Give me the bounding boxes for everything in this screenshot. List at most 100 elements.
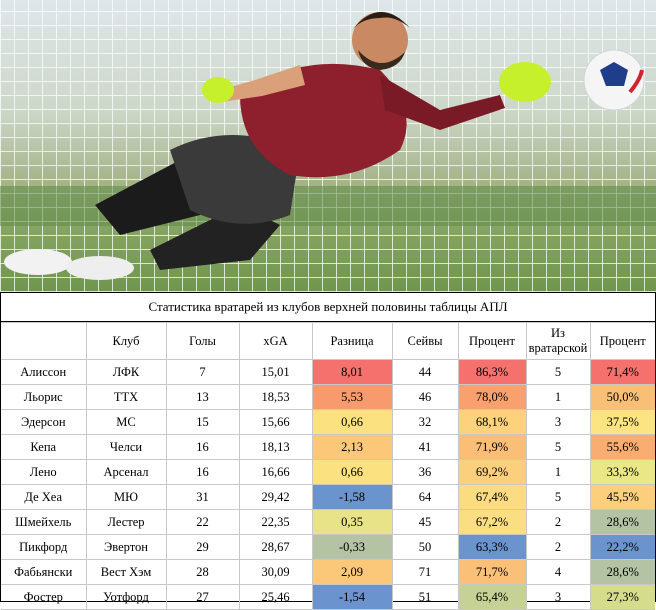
- difference-cell: -1,54: [311, 584, 393, 610]
- club-cell: Челси: [85, 434, 167, 460]
- from-box-cell: 1: [525, 384, 591, 410]
- table-row: Кепа Челси 16 18,13 2,13 41 71,9% 5 55,6%: [1, 434, 655, 460]
- player-cell: Льорис: [1, 384, 87, 410]
- table-row: Алиссон ЛФК 7 15,01 8,01 44 86,3% 5 71,4%: [1, 359, 655, 385]
- ball-pattern: [600, 62, 628, 86]
- club-cell: МЮ: [85, 484, 167, 510]
- table-row: Шмейхель Лестер 22 22,35 0,35 45 67,2% 2 28,6%: [1, 509, 655, 535]
- xga-cell: 15,66: [238, 409, 313, 435]
- boot-left: [4, 249, 72, 275]
- glove-left: [202, 77, 234, 103]
- table-row: Фабьянски Вест Хэм 28 30,09 2,09 71 71,7% 4 28,6…: [1, 559, 655, 585]
- club-cell: Вест Хэм: [85, 559, 167, 585]
- header-goals: Голы: [165, 322, 240, 360]
- header-row: Клуб Голы xGA Разница Сейвы Процент Из в…: [1, 322, 655, 360]
- table-row: Льорис ТТХ 13 18,53 5,53 46 78,0% 1 50,0%: [1, 384, 655, 410]
- header-player: [1, 322, 87, 360]
- xga-cell: 15,01: [238, 359, 313, 385]
- goals-cell: 28: [165, 559, 240, 585]
- goals-cell: 22: [165, 509, 240, 535]
- table-body: Алиссон ЛФК 7 15,01 8,01 44 86,3% 5 71,4% Льорис Т…: [1, 359, 655, 610]
- from-box-cell: 2: [525, 509, 591, 535]
- player-cell: Фабьянски: [1, 559, 87, 585]
- beard: [358, 50, 405, 70]
- table-row: Де Хеа МЮ 31 29,42 -1,58 64 67,4% 5 45,5%: [1, 484, 655, 510]
- goals-cell: 15: [165, 409, 240, 435]
- saves-cell: 71: [391, 559, 459, 585]
- save-percent-cell: 69,2%: [457, 459, 527, 485]
- player-cell: Фостер: [1, 584, 87, 610]
- saves-cell: 46: [391, 384, 459, 410]
- difference-cell: 0,66: [311, 409, 393, 435]
- box-percent-cell: 28,6%: [589, 559, 655, 585]
- save-percent-cell: 63,3%: [457, 534, 527, 560]
- club-cell: Уотфорд: [85, 584, 167, 610]
- club-cell: ЛФК: [85, 359, 167, 385]
- saves-cell: 51: [391, 584, 459, 610]
- xga-cell: 28,67: [238, 534, 313, 560]
- player-cell: Алиссон: [1, 359, 87, 385]
- header-club: Клуб: [85, 322, 167, 360]
- box-percent-cell: 33,3%: [589, 459, 655, 485]
- from-box-cell: 2: [525, 534, 591, 560]
- save-percent-cell: 67,2%: [457, 509, 527, 535]
- saves-cell: 64: [391, 484, 459, 510]
- header-save-percent: Процент: [457, 322, 527, 360]
- table-row: Лено Арсенал 16 16,66 0,66 36 69,2% 1 33,3%: [1, 459, 655, 485]
- stats-table-container: Статистика вратарей из клубов верхней по…: [0, 292, 656, 610]
- player-cell: Лено: [1, 459, 87, 485]
- club-cell: Арсенал: [85, 459, 167, 485]
- save-percent-cell: 86,3%: [457, 359, 527, 385]
- save-percent-cell: 78,0%: [457, 384, 527, 410]
- club-cell: Лестер: [85, 509, 167, 535]
- header-from-box: Из вратарской: [525, 322, 591, 360]
- xga-cell: 18,13: [238, 434, 313, 460]
- player-cell: Де Хеа: [1, 484, 87, 510]
- from-box-cell: 5: [525, 434, 591, 460]
- difference-cell: 2,13: [311, 434, 393, 460]
- saves-cell: 36: [391, 459, 459, 485]
- goalkeeper-figure: [0, 11, 656, 280]
- goals-cell: 27: [165, 584, 240, 610]
- from-box-cell: 4: [525, 559, 591, 585]
- xga-cell: 18,53: [238, 384, 313, 410]
- table-row: Пикфорд Эвертон 29 28,67 -0,33 50 63,3% 2 22,2%: [1, 534, 655, 560]
- from-box-cell: 3: [525, 584, 591, 610]
- ball-stripe: [628, 69, 644, 94]
- shirt: [240, 63, 407, 178]
- goals-cell: 13: [165, 384, 240, 410]
- boot-right: [66, 256, 134, 280]
- save-percent-cell: 71,7%: [457, 559, 527, 585]
- header-xga: xGA: [238, 322, 313, 360]
- goals-cell: 7: [165, 359, 240, 385]
- save-percent-cell: 68,1%: [457, 409, 527, 435]
- player-cell: Кепа: [1, 434, 87, 460]
- saves-cell: 50: [391, 534, 459, 560]
- save-percent-cell: 65,4%: [457, 584, 527, 610]
- table-caption: Статистика вратарей из клубов верхней по…: [1, 293, 655, 322]
- from-box-cell: 1: [525, 459, 591, 485]
- box-percent-cell: 37,5%: [589, 409, 655, 435]
- difference-cell: 8,01: [311, 359, 393, 385]
- hair: [352, 11, 410, 30]
- box-percent-cell: 28,6%: [589, 509, 655, 535]
- box-percent-cell: 71,4%: [589, 359, 655, 385]
- difference-cell: 0,66: [311, 459, 393, 485]
- club-cell: Эвертон: [85, 534, 167, 560]
- box-percent-cell: 45,5%: [589, 484, 655, 510]
- saves-cell: 44: [391, 359, 459, 385]
- save-percent-cell: 67,4%: [457, 484, 527, 510]
- head: [352, 12, 408, 68]
- xga-cell: 16,66: [238, 459, 313, 485]
- player-cell: Эдерсон: [1, 409, 87, 435]
- header-difference: Разница: [311, 322, 393, 360]
- from-box-cell: 5: [525, 359, 591, 385]
- xga-cell: 22,35: [238, 509, 313, 535]
- from-box-cell: 5: [525, 484, 591, 510]
- player-cell: Пикфорд: [1, 534, 87, 560]
- saves-cell: 45: [391, 509, 459, 535]
- box-percent-cell: 50,0%: [589, 384, 655, 410]
- glove-right: [499, 62, 551, 102]
- arm-right: [380, 75, 505, 130]
- difference-cell: 2,09: [311, 559, 393, 585]
